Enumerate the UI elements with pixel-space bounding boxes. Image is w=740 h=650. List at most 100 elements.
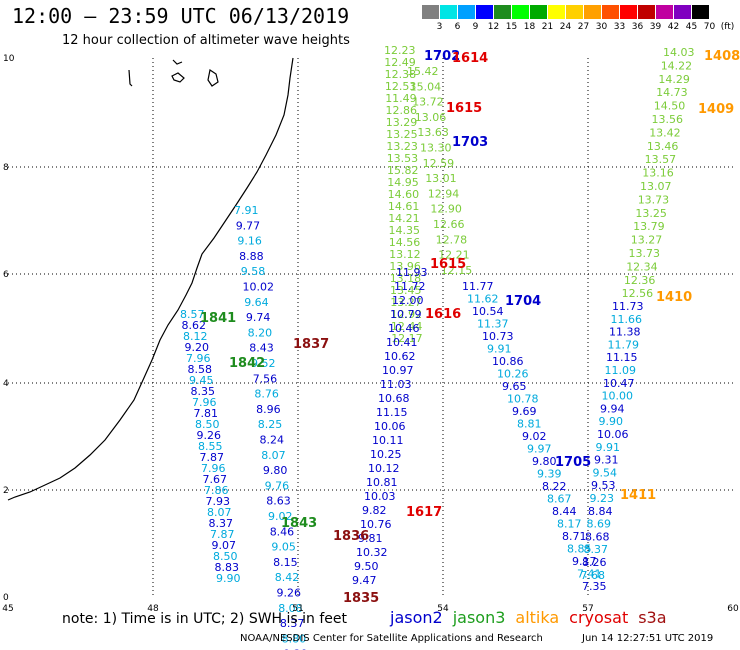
swh-value-label: 8.12 bbox=[183, 330, 208, 343]
pass-time-label: 1409 bbox=[698, 102, 734, 117]
swh-value-label: 8.50 bbox=[213, 550, 238, 563]
swh-value-label: 13.45 bbox=[390, 284, 422, 297]
swh-value-label: 10.47 bbox=[603, 377, 635, 390]
colorbar-swatch bbox=[458, 5, 475, 19]
swh-value-label: 8.71 bbox=[562, 530, 587, 543]
islands bbox=[128, 59, 219, 87]
swh-value-label: 8.22 bbox=[542, 480, 567, 493]
swh-value-label: 11.79 bbox=[608, 338, 640, 351]
swh-value-label: 8.80 bbox=[282, 632, 307, 645]
y-tick-label: 4 bbox=[3, 379, 9, 389]
swh-value-label: 11.09 bbox=[605, 364, 637, 377]
swh-value-label: 11.15 bbox=[376, 406, 408, 419]
swh-value-label: 9.29 bbox=[283, 648, 308, 650]
swh-value-label: 10.26 bbox=[497, 368, 529, 381]
swh-value-label: 9.97 bbox=[527, 443, 552, 456]
colorbar-label: 3 bbox=[436, 22, 443, 32]
swh-value-label: 8.20 bbox=[248, 326, 273, 339]
swh-value-label: 7.41 bbox=[577, 568, 602, 581]
y-tick-label: 0 bbox=[3, 593, 9, 603]
swh-value-label: 9.58 bbox=[241, 265, 265, 278]
pass-time-label: 1617 bbox=[406, 505, 442, 520]
swh-value-label: 13.29 bbox=[386, 116, 418, 129]
swh-value-label: 8.83 bbox=[215, 561, 240, 574]
swh-value-label: 7.87 bbox=[200, 451, 225, 464]
swh-value-label: 7.81 bbox=[194, 407, 219, 420]
swh-value-label: 13.16 bbox=[642, 167, 674, 180]
swh-value-label: 13.07 bbox=[640, 180, 672, 193]
swh-value-label: 9.20 bbox=[185, 341, 210, 354]
pass-time-label: 1704 bbox=[505, 294, 541, 309]
colorbar-swatch bbox=[494, 5, 511, 19]
swh-value-label: 12.66 bbox=[433, 218, 465, 231]
swh-value-label: 10.54 bbox=[472, 305, 504, 318]
swh-value-label: 13.63 bbox=[417, 126, 449, 139]
swh-value-label: 7.86 bbox=[204, 484, 229, 497]
pass-time-label: 1705 bbox=[555, 455, 591, 470]
swh-value-label: 13.46 bbox=[647, 140, 679, 153]
swh-value-label: 10.73 bbox=[482, 330, 514, 343]
swh-value-label: 10.46 bbox=[388, 322, 420, 335]
colorbar-swatch bbox=[674, 5, 691, 19]
pass-time-label: 1411 bbox=[620, 488, 656, 503]
swh-value-label: 8.57 bbox=[180, 308, 205, 321]
swh-value-label: 8.42 bbox=[275, 571, 300, 584]
generated-timestamp: Jun 14 12:27:51 UTC 2019 bbox=[582, 633, 714, 644]
colorbar-swatch bbox=[530, 5, 547, 19]
colorbar-label: 12 bbox=[487, 22, 500, 32]
legend-item-jason3: jason3 bbox=[452, 608, 506, 627]
swh-value-label: 14.29 bbox=[658, 73, 690, 86]
swh-value-label: 8.43 bbox=[249, 342, 273, 355]
colorbar-label: 21 bbox=[541, 22, 554, 32]
swh-value-label: 14.03 bbox=[663, 46, 695, 59]
swh-value-label: 12.94 bbox=[428, 187, 460, 200]
swh-value-label: 10.76 bbox=[360, 518, 392, 531]
pass-time-label: 1408 bbox=[704, 49, 740, 64]
pass-time-label: 1835 bbox=[343, 591, 379, 606]
legend-item-jason2: jason2 bbox=[390, 608, 443, 627]
swh-value-label: 12.00 bbox=[392, 294, 424, 307]
swh-value-label: 9.90 bbox=[599, 415, 624, 428]
swh-value-label: 15.82 bbox=[387, 164, 419, 177]
swh-value-label: 9.65 bbox=[502, 380, 527, 393]
y-tick-label: 6 bbox=[3, 270, 9, 280]
pass-time-label: 1614 bbox=[452, 51, 488, 66]
swh-value-label: 9.16 bbox=[237, 235, 262, 248]
colorbar-swatch bbox=[476, 5, 493, 19]
swh-value-label: 10.97 bbox=[382, 364, 414, 377]
swh-value-label: 12.78 bbox=[436, 233, 468, 246]
swh-value-label: 14.60 bbox=[388, 188, 420, 201]
swh-value-label: 8.58 bbox=[188, 363, 213, 376]
colorbar-label: 45 bbox=[685, 22, 698, 32]
swh-value-label: 10.06 bbox=[374, 420, 406, 433]
swh-value-label: 9.91 bbox=[487, 343, 512, 356]
swh-value-label: 11.15 bbox=[606, 351, 638, 364]
swh-value-label: 11.49 bbox=[385, 92, 417, 105]
swh-value-label: 12.49 bbox=[384, 56, 416, 69]
swh-value-label: 9.91 bbox=[596, 441, 621, 454]
swh-value-label: 12.23 bbox=[384, 44, 416, 57]
swh-value-label: 8.69 bbox=[587, 518, 612, 531]
swh-value-label: 13.73 bbox=[638, 193, 670, 206]
swh-value-label: 14.56 bbox=[389, 236, 421, 249]
swh-value-label: 8.25 bbox=[258, 418, 283, 431]
colorbar-label: 39 bbox=[649, 22, 662, 32]
swh-value-label: 7.67 bbox=[203, 473, 228, 486]
swh-value-label: 8.15 bbox=[273, 556, 298, 569]
swh-value-label: 13.96 bbox=[389, 260, 421, 273]
swh-value-label: 12.56 bbox=[622, 287, 654, 300]
swh-value-label: 9.05 bbox=[271, 541, 296, 554]
swh-value-label: 7.96 bbox=[201, 462, 226, 475]
swh-value-label: 11.66 bbox=[611, 313, 643, 326]
swh-value-label: 9.80 bbox=[263, 464, 288, 477]
swh-value-label: 8.44 bbox=[552, 505, 577, 518]
swh-value-label: 11.37 bbox=[477, 318, 509, 331]
swh-value-label: 7.56 bbox=[253, 372, 278, 385]
colorbar-swatch bbox=[566, 5, 583, 19]
swh-value-label: 14.95 bbox=[387, 176, 419, 189]
swh-value-label: 8.88 bbox=[239, 250, 264, 263]
swh-value-label: 12.86 bbox=[386, 104, 418, 117]
swh-value-label: 12.90 bbox=[430, 203, 462, 216]
swh-value-label: 15.42 bbox=[407, 65, 439, 78]
swh-value-label: 10.79 bbox=[390, 308, 422, 321]
